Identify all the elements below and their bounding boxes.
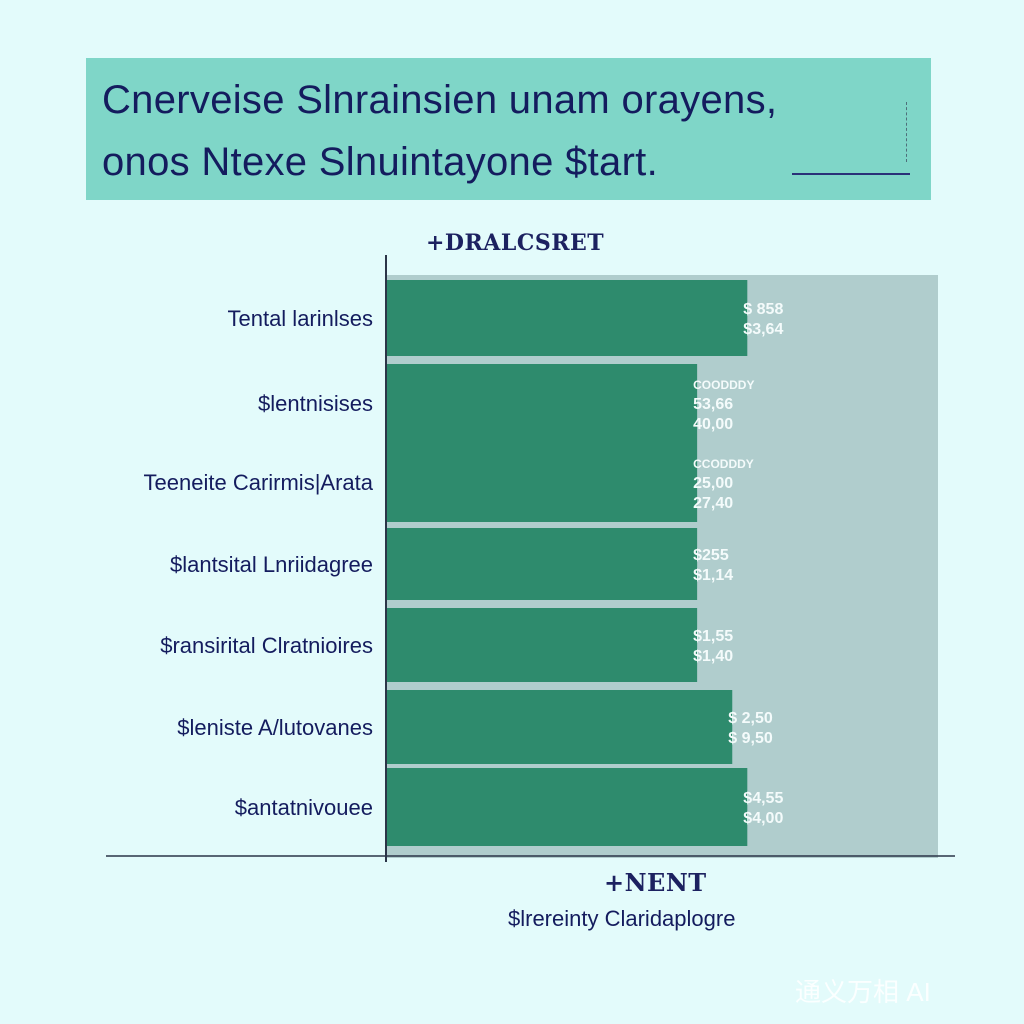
data-label: $4,00 — [743, 810, 783, 827]
category-label: $lantsital Lnriidagree — [170, 552, 373, 577]
title-tick-mark — [906, 102, 907, 162]
data-label: $ 9,50 — [728, 730, 773, 747]
data-label: $1,14 — [693, 567, 733, 584]
category-label: $leniste A/lutovanes — [177, 715, 373, 740]
bar — [386, 608, 698, 682]
legend-label-top: +DRALCSRET — [426, 230, 605, 256]
category-label: $antatnivouee — [235, 795, 373, 820]
title-underline — [792, 173, 910, 175]
data-label: 25,00 — [693, 475, 733, 492]
data-label: $1,55 — [693, 628, 733, 645]
bar — [386, 528, 698, 600]
chart-title-line-1: Cnerveise Slnrainsien unam orayens, — [102, 78, 778, 122]
bar — [386, 442, 698, 522]
chart-title-line-2: onos Ntexe Slnuintayone $tart. — [102, 140, 659, 184]
data-label: $ 858 — [743, 301, 783, 318]
category-label: $lentnisises — [258, 391, 373, 416]
bar — [386, 690, 733, 764]
bar — [386, 364, 698, 442]
data-label: COODDDY — [693, 378, 754, 392]
watermark: 通义万相 AI — [795, 977, 931, 1007]
data-label: CCODDDY — [693, 457, 754, 471]
x-axis-caption: $lrereinty Claridaplogre — [508, 906, 736, 931]
data-label: 53,66 — [693, 396, 733, 413]
data-label: $255 — [693, 547, 729, 564]
data-label: $ 2,50 — [728, 710, 773, 727]
category-label: Teeneite Carirmis|Arata — [144, 470, 374, 495]
category-label: Tental larinlses — [227, 306, 373, 331]
title-banner: Cnerveise Slnrainsien unam orayens, onos… — [86, 58, 931, 200]
bar — [386, 280, 748, 356]
data-label: 40,00 — [693, 416, 733, 433]
data-label: $3,64 — [743, 321, 783, 338]
category-label: $ransirital Clratnioires — [160, 633, 373, 658]
data-label: $4,55 — [743, 790, 783, 807]
bar — [386, 768, 748, 846]
data-label: 27,40 — [693, 495, 733, 512]
data-label: $1,40 — [693, 648, 733, 665]
legend-label-bottom: +NENT — [604, 868, 707, 897]
